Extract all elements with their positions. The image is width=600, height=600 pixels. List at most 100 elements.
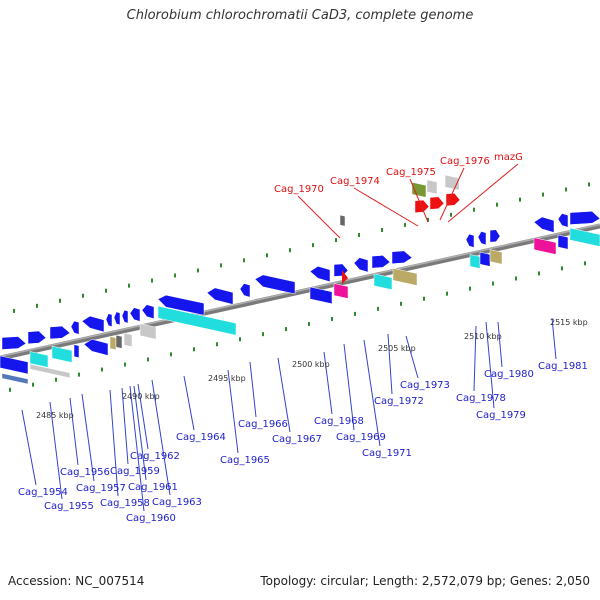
leader-line: [81, 393, 95, 482]
gene-arrow: [309, 286, 333, 305]
gene-arrow: [309, 266, 331, 283]
gene-label: Cag_1962: [130, 451, 180, 462]
gene-label: Cag_1955: [44, 501, 94, 512]
gene-arrow: [373, 273, 393, 291]
leader-line: [183, 375, 195, 431]
gene-label: Cag_1958: [100, 498, 150, 509]
gene-label: Cag_1954: [18, 487, 68, 498]
gene-arrow: [239, 283, 251, 298]
leader-line: [353, 187, 419, 227]
scale-label: 2515 kbp: [550, 318, 588, 327]
scale-label: 2485 kbp: [36, 411, 74, 420]
gene-arrow: [0, 355, 29, 375]
gene-arrow: [121, 309, 129, 324]
gene-arrow: [333, 263, 349, 277]
gene-arrow: [1, 373, 29, 385]
gene-label: Cag_1960: [126, 513, 176, 524]
leader-line: [387, 333, 393, 395]
gene-label: Cag_1979: [476, 410, 526, 421]
scale-label: 2490 kbp: [122, 392, 160, 401]
leader-line: [49, 401, 63, 500]
leader-line: [21, 409, 37, 486]
leader-line: [277, 357, 291, 433]
gene-arrow: [353, 257, 369, 273]
leader-line: [363, 339, 381, 447]
gene-label: Cag_1980: [484, 369, 534, 380]
gene-label: Cag_1956: [60, 467, 110, 478]
gene-arrow: [83, 339, 109, 356]
gene-arrow: [411, 181, 427, 198]
gene-label: Cag_1966: [238, 419, 288, 430]
scale-label: 2505 kbp: [378, 344, 416, 353]
gene-arrow: [157, 294, 205, 316]
leader-line: [497, 321, 503, 368]
gene-arrow: [129, 307, 141, 322]
gene-arrow: [113, 311, 121, 326]
gene-arrow: [333, 283, 349, 299]
leader-line: [151, 379, 171, 496]
gene-arrow: [371, 255, 391, 269]
gene-label: Cag_1965: [220, 455, 270, 466]
gene-arrow: [342, 270, 348, 284]
gene-arrow: [465, 233, 475, 248]
gene-label: Cag_1976: [440, 156, 490, 167]
gene-arrow: [27, 330, 47, 345]
gene-label: Cag_1975: [386, 167, 436, 178]
leader-line: [447, 163, 519, 223]
gene-arrow: [206, 287, 234, 305]
gene-arrow: [141, 304, 155, 320]
gene-label: Cag_1969: [336, 432, 386, 443]
gene-label: Cag_1972: [374, 396, 424, 407]
gene-arrow: [73, 344, 80, 359]
leader-line: [249, 361, 257, 418]
leader-line: [227, 369, 239, 454]
leader-line: [129, 385, 145, 512]
gene-label: Cag_1967: [272, 434, 322, 445]
backbone-line: [0, 223, 600, 361]
gene-arrow: [391, 250, 413, 265]
gene-label: Cag_1974: [330, 176, 380, 187]
gene-label: Cag_1978: [456, 393, 506, 404]
gene-arrow: [426, 179, 438, 195]
gene-label: Cag_1959: [110, 466, 160, 477]
gene-arrow: [70, 320, 80, 335]
leader-line: [297, 195, 341, 239]
gene-arrow: [339, 214, 346, 227]
leader-line: [343, 343, 355, 431]
leader-line: [551, 317, 557, 360]
gene-arrow: [105, 313, 113, 328]
gene-arrow: [469, 254, 481, 269]
gene-arrow: [109, 336, 117, 351]
leader-line: [473, 325, 477, 392]
backbone-highlight: [0, 223, 600, 358]
gene-arrow: [477, 231, 487, 246]
gene-arrow: [49, 325, 71, 340]
gene-arrow: [569, 211, 600, 225]
gene-arrow: [557, 234, 569, 250]
scale-label: 2510 kbp: [464, 332, 502, 341]
gene-arrow: [157, 305, 237, 336]
leader-line: [137, 383, 149, 450]
gene-label: Cag_1957: [76, 483, 126, 494]
leader-line: [405, 335, 419, 379]
label-leader-lines: [21, 163, 557, 512]
genome-summary-text: Topology: circular; Length: 2,572,079 bp…: [260, 574, 590, 588]
gene-arrow: [81, 315, 105, 333]
tick-marks: [9, 182, 590, 392]
gene-arrow: [445, 193, 461, 207]
leader-line: [439, 167, 465, 221]
leader-line: [409, 178, 429, 223]
leader-line: [69, 397, 79, 466]
gene-features: [0, 174, 600, 385]
gene-arrow: [29, 363, 71, 379]
leader-line: [109, 389, 119, 497]
gene-arrow: [533, 216, 555, 233]
gene-label: Cag_1970: [274, 184, 324, 195]
gene-arrow: [479, 251, 491, 267]
gene-arrow: [139, 323, 157, 340]
gene-arrow: [1, 336, 27, 350]
map-title: Chlorobium chlorochromatii CaD3, complet…: [126, 8, 474, 23]
gene-labels: Cag_1954 Cag_1955 Cag_1956 Cag_1957 Cag_1958…: [18, 152, 588, 524]
leader-line: [133, 385, 147, 481]
